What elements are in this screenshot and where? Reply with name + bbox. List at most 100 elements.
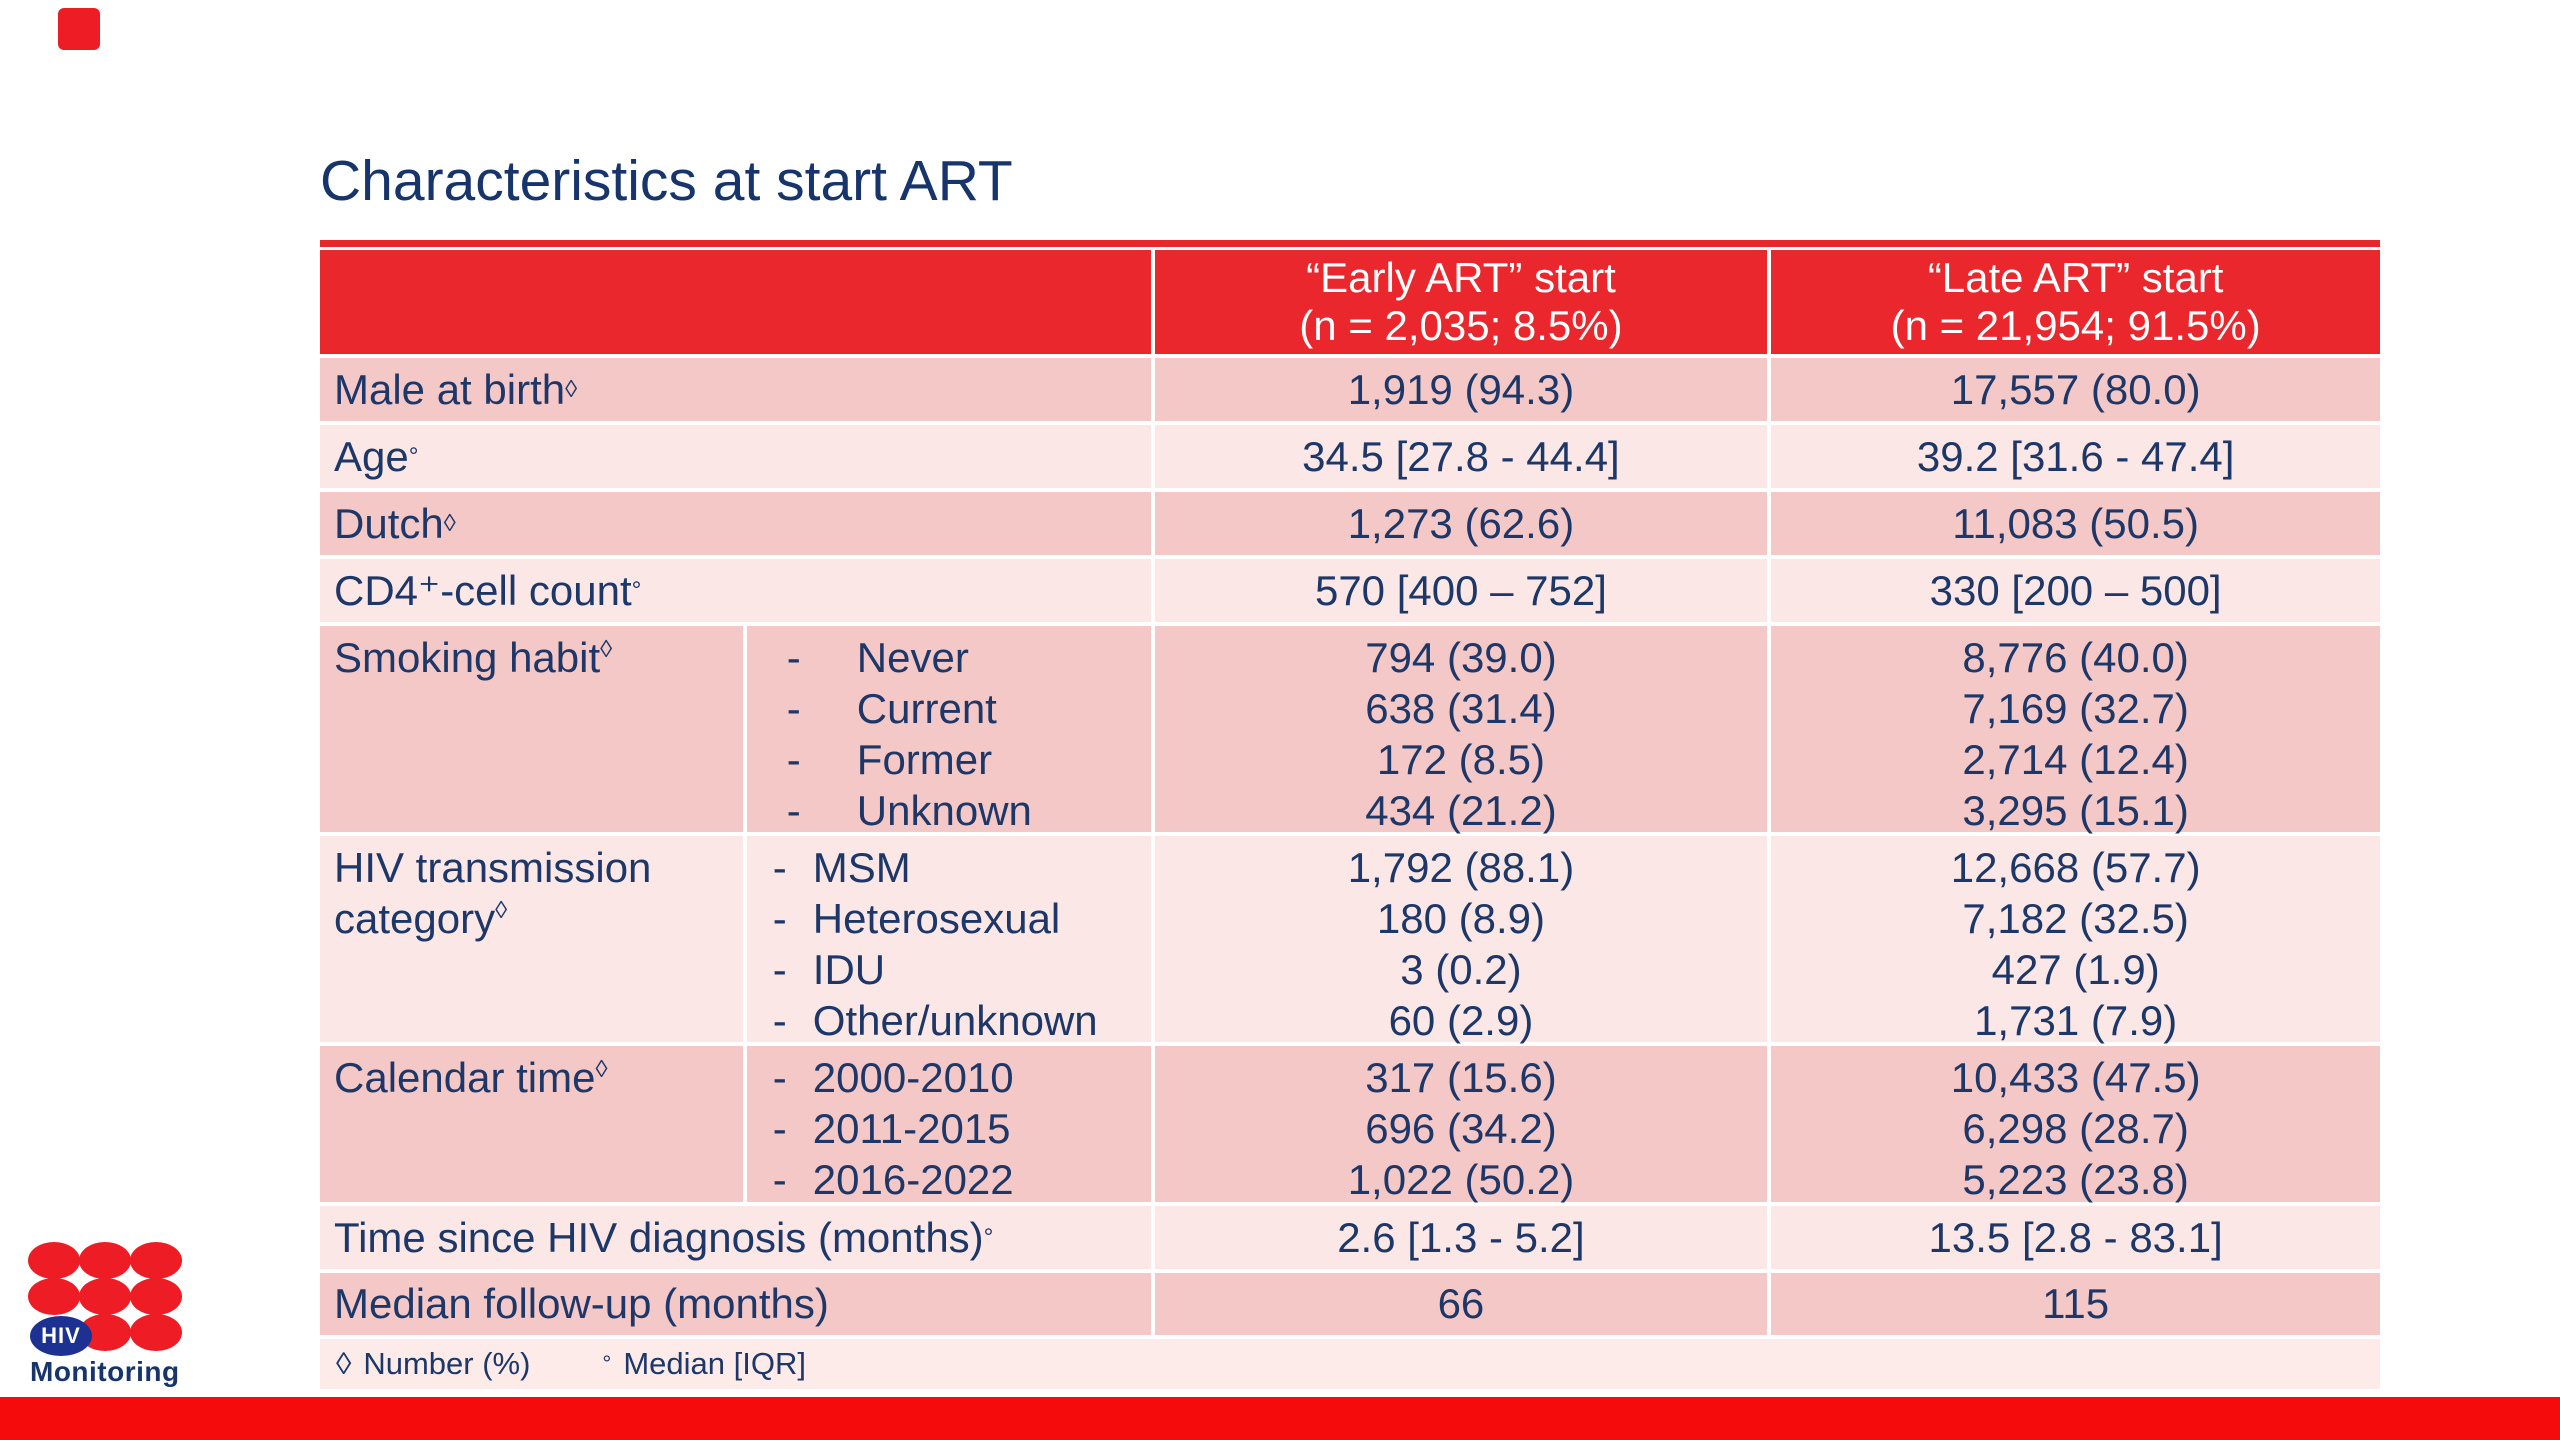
- early-value: 2.6 [1.3 - 5.2]: [1154, 1206, 1768, 1269]
- row-label: Dutch ◊: [320, 492, 1151, 555]
- footnote-median-label: Median [IQR]: [623, 1346, 806, 1381]
- table-row-median-followup: Median follow-up (months) 66 115: [320, 1273, 2380, 1335]
- footnote-number-label: Number (%): [363, 1346, 531, 1381]
- dash: -: [786, 634, 801, 681]
- row-label: Smoking habit◊: [320, 626, 743, 832]
- row-label-mark: ◊: [595, 1056, 608, 1083]
- late-value: 330 [200 – 500]: [1771, 559, 2380, 622]
- dash: -: [786, 685, 801, 732]
- header-early-line2: (n = 2,035; 8.5%): [1299, 302, 1623, 349]
- row-label-text: CD4⁺-cell count: [334, 567, 632, 614]
- early-value: 34.5 [27.8 - 44.4]: [1154, 425, 1768, 488]
- subcategory-item: -2011-2015: [772, 1105, 1011, 1152]
- early-value: 317 (15.6): [1365, 1054, 1557, 1101]
- early-values: 794 (39.0) 638 (31.4) 172 (8.5) 434 (21.…: [1154, 626, 1768, 834]
- logo-dot: [130, 1278, 182, 1315]
- logo-monitoring-label: Monitoring: [30, 1356, 180, 1387]
- dash: -: [786, 736, 801, 783]
- table-row-dutch: Dutch ◊ 1,273 (62.6) 11,083 (50.5): [320, 492, 2380, 555]
- row-label-text: HIV transmission category◊: [334, 844, 652, 942]
- row-subcategories: -2000-2010 -2011-2015 -2016-2022: [746, 1046, 1151, 1203]
- early-value: 1,273 (62.6): [1154, 492, 1768, 555]
- row-label-text: Smoking habit◊: [334, 634, 613, 681]
- logo-dot: [28, 1242, 80, 1279]
- header-early-art-cell: “Early ART” start (n = 2,035; 8.5%): [1154, 250, 1768, 354]
- early-value: 3 (0.2): [1400, 946, 1522, 993]
- late-value: 115: [1771, 1273, 2380, 1335]
- late-value: 5,223 (23.8): [1962, 1156, 2189, 1203]
- row-label: CD4⁺-cell count °: [320, 559, 1151, 622]
- early-value: 570 [400 – 752]: [1154, 559, 1768, 622]
- late-values: 10,433 (47.5) 6,298 (28.7) 5,223 (23.8): [1771, 1046, 2380, 1203]
- late-value: 6,298 (28.7): [1962, 1105, 2189, 1152]
- footnote-diamond-mark: ◊: [336, 1346, 352, 1381]
- early-value: 172 (8.5): [1376, 736, 1545, 783]
- late-value: 11,083 (50.5): [1771, 492, 2380, 555]
- footnote-cell: ◊ Number (%) ° Median [IQR]: [320, 1339, 2380, 1389]
- row-label: Median follow-up (months): [320, 1273, 1151, 1335]
- row-label: Male at birth ◊: [320, 358, 1151, 421]
- table-row-age: Age ° 34.5 [27.8 - 44.4] 39.2 [31.6 - 47.…: [320, 425, 2380, 488]
- late-value: 39.2 [31.6 - 47.4]: [1771, 425, 2380, 488]
- row-label-text: Dutch: [334, 499, 444, 547]
- table-row-smoking-habit: Smoking habit◊ - Never - Current - Former -…: [320, 626, 2380, 834]
- subcategory-item: - Unknown: [786, 787, 1032, 834]
- corner-accent-square: [58, 8, 100, 50]
- late-value: 7,182 (32.5): [1962, 895, 2189, 942]
- dash: -: [786, 787, 801, 834]
- table-row-time-since-diagnosis: Time since HIV diagnosis (months) ° 2.6 […: [320, 1206, 2380, 1269]
- row-label-text: Calendar time◊: [334, 1054, 608, 1101]
- header-late-art-cell: “Late ART” start (n = 21,954; 91.5%): [1771, 250, 2380, 354]
- late-values: 12,668 (57.7) 7,182 (32.5) 427 (1.9) 1,7…: [1771, 836, 2380, 1044]
- late-value: 17,557 (80.0): [1771, 358, 2380, 421]
- header-early-line1: “Early ART” start: [1306, 254, 1616, 301]
- early-values: 1,792 (88.1) 180 (8.9) 3 (0.2) 60 (2.9): [1154, 836, 1768, 1044]
- footnote-degree-mark: °: [602, 1351, 612, 1376]
- dash: -: [772, 1156, 787, 1203]
- early-value: 1,022 (50.2): [1347, 1156, 1575, 1203]
- subcategory-item: - IDU: [772, 946, 886, 993]
- early-values: 317 (15.6) 696 (34.2) 1,022 (50.2): [1154, 1046, 1768, 1203]
- early-value: 180 (8.9): [1376, 895, 1545, 942]
- row-label: Calendar time◊: [320, 1046, 743, 1202]
- header-spacer-cell: [320, 250, 1151, 354]
- subcategory-item: - Current: [786, 685, 997, 732]
- late-value: 13.5 [2.8 - 83.1]: [1771, 1206, 2380, 1269]
- table-footnote-row: ◊ Number (%) ° Median [IQR]: [320, 1339, 2380, 1389]
- late-value: 12,668 (57.7): [1950, 844, 2201, 891]
- row-label: HIV transmission category◊: [320, 836, 743, 1042]
- row-label-text: Male at birth: [334, 365, 566, 413]
- header-late-line1: “Late ART” start: [1927, 254, 2224, 301]
- early-value: 434 (21.2): [1365, 787, 1557, 834]
- row-subcategories: - Never - Current - Former - Unknown: [746, 626, 1151, 834]
- logo-dot: [130, 1242, 182, 1279]
- early-value: 794 (39.0): [1365, 634, 1557, 681]
- row-label: Time since HIV diagnosis (months) °: [320, 1206, 1151, 1269]
- table-row-calendar-time: Calendar time◊ -2000-2010 -2011-2015 -20…: [320, 1046, 2380, 1203]
- logo-hiv-badge: HIV: [30, 1316, 92, 1356]
- subcategory-item: - MSM: [772, 844, 911, 891]
- early-value: 60 (2.9): [1388, 997, 1534, 1044]
- dash: -: [772, 1105, 787, 1152]
- subcategory-item: - Other/unknown: [772, 997, 1098, 1044]
- table-row-cd4-count: CD4⁺-cell count ° 570 [400 – 752] 330 [20…: [320, 559, 2380, 622]
- page-title: Characteristics at start ART: [320, 149, 1013, 213]
- subcategory-item: - Never: [786, 634, 969, 681]
- late-value: 2,714 (12.4): [1962, 736, 2189, 783]
- characteristics-table: “Early ART” start (n = 2,035; 8.5%) “Lat…: [320, 250, 2380, 1393]
- dash: -: [772, 844, 787, 891]
- logo-dot: [79, 1278, 131, 1315]
- row-label-text: Time since HIV diagnosis (months): [334, 1213, 984, 1261]
- logo-dot: [79, 1242, 131, 1279]
- late-value: 8,776 (40.0): [1962, 634, 2189, 681]
- hiv-monitoring-logo: HIV Monitoring: [28, 1242, 198, 1387]
- subcategory-item: - Former: [786, 736, 993, 783]
- early-value: 696 (34.2): [1365, 1105, 1557, 1152]
- late-value: 3,295 (15.1): [1962, 787, 2189, 834]
- row-label-text: Median follow-up (months): [334, 1280, 829, 1327]
- late-value: 7,169 (32.7): [1962, 685, 2189, 732]
- late-value: 427 (1.9): [1991, 946, 2160, 993]
- dash: -: [772, 1054, 787, 1101]
- subcategory-item: - Heterosexual: [772, 895, 1061, 942]
- row-subcategories: - MSM - Heterosexual - IDU - Other/unknown: [746, 836, 1151, 1044]
